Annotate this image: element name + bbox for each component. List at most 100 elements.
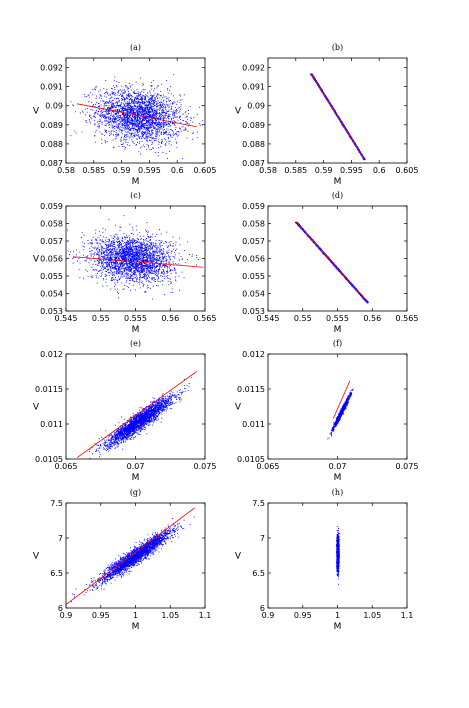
data-point <box>159 124 161 125</box>
data-point <box>97 260 99 261</box>
data-point <box>112 241 114 243</box>
data-point <box>119 116 121 118</box>
x-tick-label: 0.58 <box>259 166 277 175</box>
data-point <box>172 102 174 104</box>
data-point <box>139 279 141 281</box>
y-tick-label: 0.092 <box>40 64 63 73</box>
data-point <box>122 120 124 122</box>
data-point <box>136 122 138 124</box>
data-point <box>175 133 176 134</box>
data-point <box>141 125 143 127</box>
data-point <box>158 126 160 128</box>
data-point <box>140 254 142 256</box>
data-point <box>142 244 144 246</box>
data-point <box>104 110 106 112</box>
data-point <box>115 120 117 122</box>
data-point <box>107 102 109 104</box>
data-point <box>163 103 165 105</box>
data-point <box>198 106 200 108</box>
y-tick-label: 0.087 <box>40 159 63 168</box>
data-point <box>148 100 150 102</box>
data-point <box>111 266 113 268</box>
data-point <box>187 118 189 120</box>
data-point <box>114 107 116 109</box>
data-point <box>134 114 135 116</box>
data-point <box>169 113 171 115</box>
data-point <box>157 134 159 136</box>
data-point <box>122 119 123 120</box>
data-point <box>121 96 123 98</box>
data-point <box>151 104 153 106</box>
data-point <box>128 107 130 109</box>
data-point <box>158 85 159 87</box>
data-point <box>116 271 118 273</box>
data-point <box>131 112 133 114</box>
data-point <box>130 277 132 279</box>
data-point <box>157 126 159 128</box>
data-point <box>106 275 108 277</box>
data-point <box>74 111 76 113</box>
data-point <box>152 80 154 82</box>
data-point <box>168 143 170 145</box>
data-point <box>137 122 139 124</box>
data-point <box>157 255 159 257</box>
data-point <box>96 125 98 127</box>
data-point <box>140 244 142 246</box>
data-point <box>147 116 149 118</box>
data-point <box>98 127 100 129</box>
data-point <box>112 103 114 104</box>
data-point <box>154 118 156 120</box>
data-point <box>142 130 143 132</box>
data-point <box>118 90 119 92</box>
data-point <box>152 130 153 131</box>
data-point <box>152 127 154 129</box>
data-point <box>177 130 179 132</box>
data-point <box>116 269 117 271</box>
data-point <box>149 126 150 128</box>
data-point <box>123 265 125 266</box>
data-point <box>149 118 151 120</box>
data-point <box>79 277 81 279</box>
data-point <box>162 253 164 255</box>
data-point <box>134 242 135 244</box>
data-point <box>164 105 166 107</box>
data-point <box>165 107 167 109</box>
data-point <box>161 122 163 124</box>
data-point <box>155 133 157 135</box>
data-point <box>318 85 320 87</box>
y-tick-label: 0.09 <box>247 102 265 111</box>
data-point <box>96 259 98 261</box>
data-point <box>168 255 170 257</box>
data-point <box>111 112 112 114</box>
data-point <box>143 91 145 93</box>
data-point <box>152 148 154 149</box>
data-point <box>129 124 131 125</box>
data-point <box>121 124 123 126</box>
data-point <box>139 250 141 252</box>
data-point <box>101 110 103 112</box>
data-point <box>123 115 125 117</box>
data-point <box>100 248 102 250</box>
data-point <box>147 118 149 119</box>
data-point <box>168 254 169 256</box>
data-point <box>94 135 96 136</box>
data-point <box>112 126 114 128</box>
data-point <box>114 257 116 259</box>
data-point <box>153 104 155 105</box>
data-point <box>161 245 163 247</box>
data-point <box>173 74 175 76</box>
data-point <box>170 129 172 131</box>
data-point <box>113 92 115 94</box>
data-point <box>94 124 96 126</box>
data-point <box>135 119 137 121</box>
data-point <box>161 107 163 109</box>
data-point <box>107 265 109 267</box>
data-point <box>137 131 139 133</box>
data-point <box>147 130 149 132</box>
data-point <box>151 97 153 99</box>
data-point <box>140 269 142 271</box>
data-point <box>150 124 152 126</box>
data-point <box>159 118 161 120</box>
data-point <box>130 119 132 121</box>
data-point <box>150 115 151 117</box>
